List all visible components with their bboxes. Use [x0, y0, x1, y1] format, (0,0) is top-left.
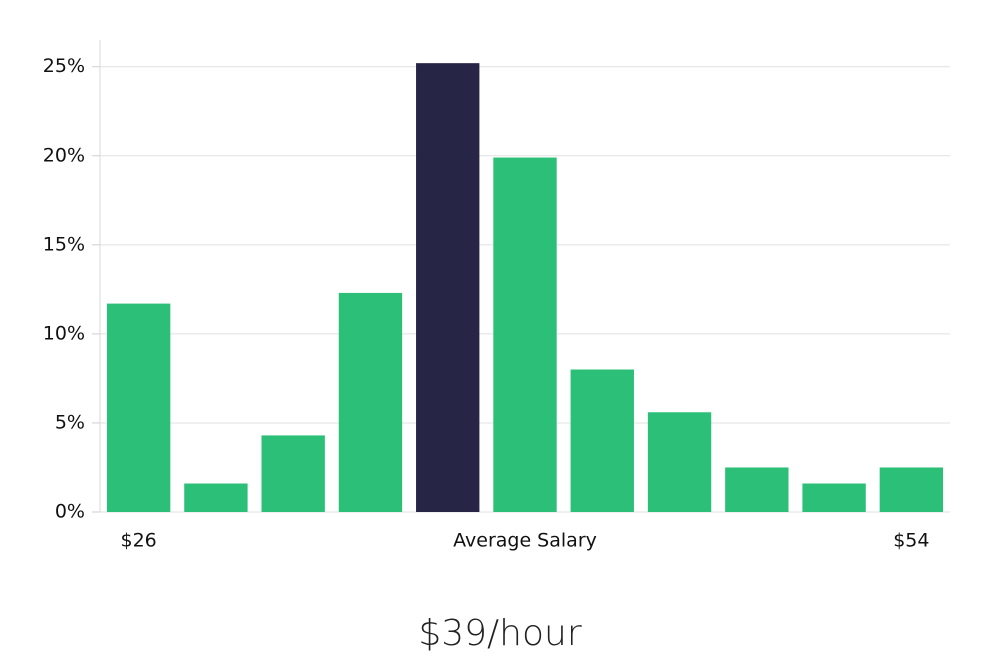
bar [570, 369, 634, 512]
bar [184, 483, 248, 512]
x-tick-label: Average Salary [453, 530, 597, 552]
x-tick-label: $26 [121, 530, 157, 552]
y-tick-label: 15% [43, 233, 85, 255]
bar [725, 467, 789, 512]
bar [106, 303, 171, 512]
y-tick-label: 0% [55, 501, 85, 523]
bar [647, 412, 712, 512]
x-tick-label: $54 [893, 530, 929, 552]
bar [416, 63, 480, 512]
bar [261, 435, 325, 512]
y-tick-label: 20% [43, 144, 85, 166]
bar [338, 292, 403, 512]
footer: $39/hour [418, 613, 582, 654]
bar [493, 157, 557, 512]
y-tick-label: 10% [43, 322, 85, 344]
bar [802, 483, 866, 512]
y-tick-label: 25% [43, 55, 85, 77]
bar [879, 467, 944, 512]
y-tick-label: 5% [55, 411, 85, 433]
